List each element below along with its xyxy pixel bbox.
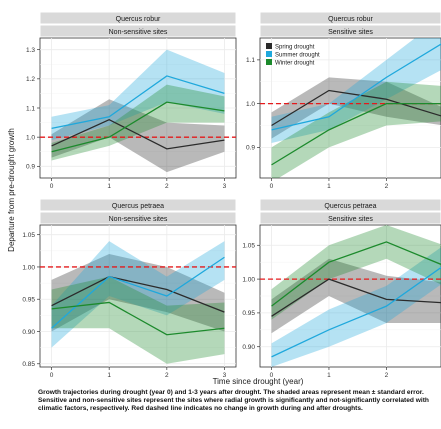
- figure-caption: Growth trajectories during drought (year…: [38, 389, 429, 412]
- panel-1: Quercus robur Non-sensitive sites 0.9 1.0 1.…: [26, 11, 237, 190]
- line-summer-drought: [271, 43, 441, 131]
- y-tick-label: 0.85: [22, 361, 35, 368]
- strip-group-label: Non-sensitive sites: [109, 216, 168, 223]
- y-tick-label: 0.90: [22, 329, 35, 336]
- y-tick-label: 1.00: [22, 264, 35, 271]
- strip-group-bg: [259, 211, 441, 225]
- strip-species-label: Quercus robur: [328, 16, 373, 23]
- x-tick-label: 1: [107, 183, 111, 190]
- strip-group-label: Sensitive sites: [328, 216, 373, 223]
- y-tick-label: 1.05: [22, 232, 35, 239]
- legend-key-winter-drought: [266, 59, 272, 65]
- line-summer-drought: [271, 266, 441, 358]
- y-tick-label: 1.1: [246, 57, 255, 64]
- y-tick-label: 1.00: [242, 276, 255, 283]
- legend-key-summer-drought: [266, 51, 272, 57]
- panel-frame: [39, 224, 237, 368]
- strip-species-label: Quercus petraea: [324, 203, 376, 210]
- strip-species-bg: [259, 198, 441, 212]
- legend: Spring drought Summer drought Winter droug…: [266, 43, 320, 66]
- line-winter-drought: [51, 101, 225, 153]
- strip-group-bg: [39, 211, 237, 225]
- ribbon-winter-drought: [51, 276, 225, 364]
- line-winter-drought: [271, 102, 441, 166]
- ribbon-summer-drought: [51, 241, 225, 348]
- plot-area: [260, 225, 441, 367]
- y-tick-label: 1.0: [26, 134, 35, 141]
- strip-group-label: Sensitive sites: [328, 29, 373, 36]
- y-tick-label: 1.3: [26, 47, 35, 54]
- y-tick-label: 0.9: [246, 145, 255, 152]
- x-tick-label: 2: [165, 183, 169, 190]
- strip-species-bg: [39, 198, 237, 212]
- legend-label: Winter drought: [275, 60, 315, 66]
- ribbon-winter-drought: [271, 81, 441, 178]
- ribbon-winter-drought: [271, 225, 441, 320]
- y-tick-label: 0.90: [242, 344, 255, 351]
- panel-4: Quercus petraea Sensitive sites 0.90 0.95 1.…: [242, 198, 441, 379]
- y-axis-title: Departure from pre-drought growth: [7, 128, 16, 252]
- line-winter-drought: [271, 241, 441, 307]
- legend-label: Summer drought: [275, 52, 320, 58]
- y-tick-label: 1.1: [26, 105, 35, 112]
- ribbon-spring-drought: [51, 99, 225, 173]
- y-tick-label: 1.2: [26, 76, 35, 83]
- y-tick-label: 0.95: [242, 310, 255, 317]
- x-tick-label: 1: [107, 372, 111, 379]
- panel-2: Quercus robur Sensitive sites 0.9 1.0 1.1 0 1 2…: [246, 11, 441, 190]
- line-spring-drought: [51, 118, 225, 150]
- plot-area: [40, 241, 236, 364]
- x-tick-label: 0: [270, 183, 274, 190]
- strip-group-label: Non-sensitive sites: [109, 29, 168, 36]
- y-tick-label: 0.9: [26, 164, 35, 171]
- y-tick-label: 0.95: [22, 297, 35, 304]
- ribbon-spring-drought: [271, 77, 441, 139]
- ribbon-summer-drought: [271, 38, 441, 143]
- x-tick-label: 0: [50, 372, 54, 379]
- line-spring-drought: [271, 278, 441, 317]
- line-spring-drought: [271, 89, 441, 127]
- x-tick-label: 2: [385, 183, 389, 190]
- ribbon-summer-drought: [51, 49, 225, 141]
- plot-area: [40, 49, 236, 173]
- x-tick-label: 3: [223, 372, 227, 379]
- x-tick-label: 2: [385, 372, 389, 379]
- ribbon-spring-drought: [271, 258, 441, 334]
- x-tick-label: 2: [165, 372, 169, 379]
- panel-3: Quercus petraea Non-sensitive sites 0.85 0.…: [22, 198, 237, 379]
- plot-area: [260, 38, 441, 178]
- x-axis-title: Time since drought (year): [213, 377, 304, 386]
- line-summer-drought: [51, 256, 225, 329]
- ribbon-spring-drought: [51, 254, 225, 332]
- x-tick-label: 0: [270, 372, 274, 379]
- line-summer-drought: [51, 75, 225, 130]
- panel-frame: [259, 37, 441, 179]
- strip-species-bg: [259, 11, 441, 25]
- legend-label: Spring drought: [275, 44, 315, 50]
- ribbon-winter-drought: [51, 84, 225, 161]
- strip-group-bg: [39, 24, 237, 38]
- line-spring-drought: [51, 275, 225, 313]
- x-tick-label: 0: [50, 183, 54, 190]
- strip-group-bg: [259, 24, 441, 38]
- legend-key-spring-drought: [266, 43, 272, 49]
- strip-species-label: Quercus petraea: [112, 203, 164, 210]
- x-tick-label: 1: [327, 183, 331, 190]
- strip-species-label: Quercus robur: [116, 16, 161, 23]
- line-winter-drought: [51, 301, 225, 336]
- y-tick-label: 1.05: [242, 243, 255, 250]
- y-tick-label: 1.0: [246, 101, 255, 108]
- x-tick-label: 3: [223, 183, 227, 190]
- strip-species-bg: [39, 11, 237, 25]
- x-tick-label: 1: [327, 372, 331, 379]
